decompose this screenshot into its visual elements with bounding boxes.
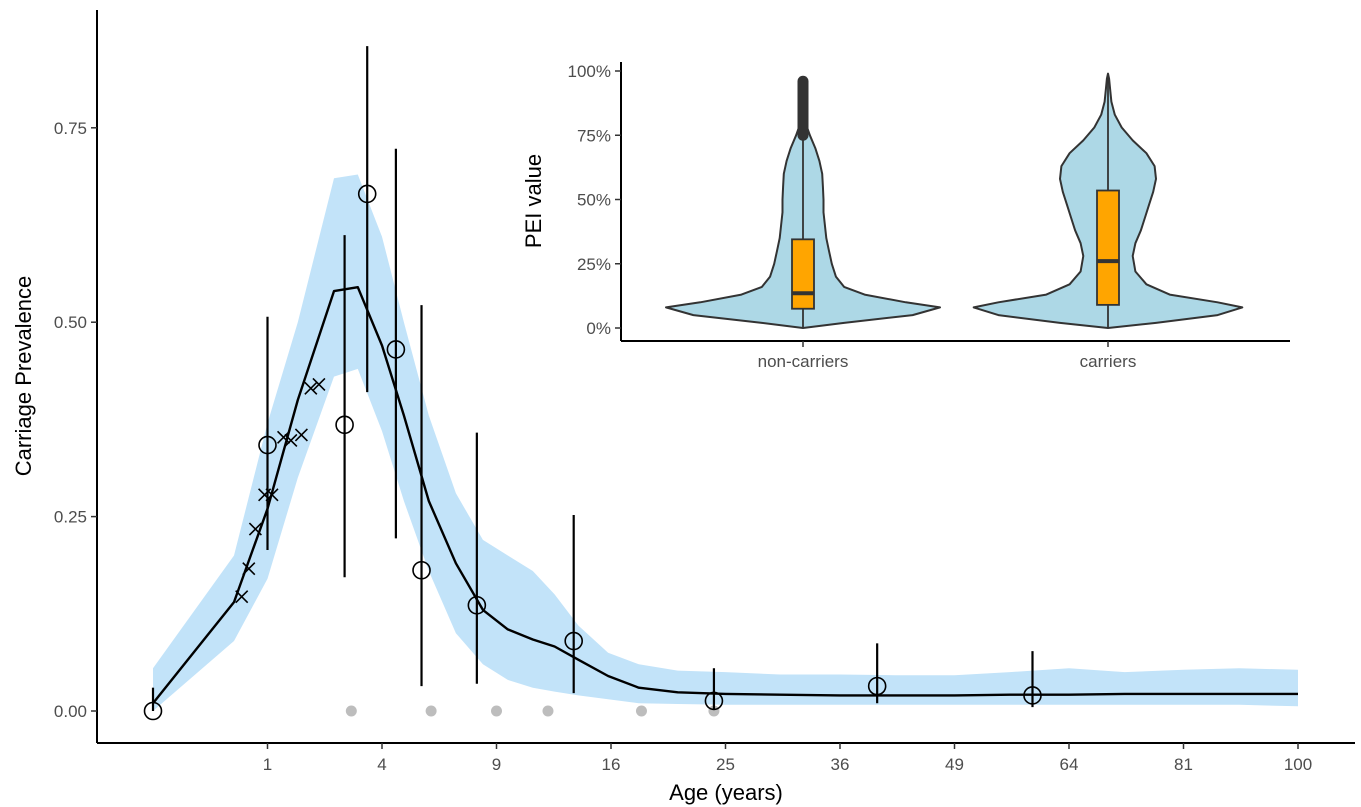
main-axes: 0.000.250.500.751 4 9 16 25 36 49 64 81 100 [54, 10, 1355, 774]
error-bars-layer [151, 46, 1034, 711]
zero-prevalence-point [425, 705, 437, 717]
observed-circle-point [1023, 686, 1042, 705]
observed-cross-point [294, 428, 308, 442]
zero-prevalence-point [345, 705, 357, 717]
ribbon-layer [153, 174, 1298, 711]
inset-y-tick-label: 50% [577, 191, 611, 210]
box-carriers [1096, 189, 1120, 306]
observed-cross-point [304, 381, 318, 395]
x-tick-label: 81 [1174, 755, 1193, 774]
zero-prevalence-point [542, 705, 554, 717]
inset-y-tick-label: 75% [577, 126, 611, 145]
zero-prevalence-point [491, 705, 502, 717]
observed-cross-point [242, 562, 256, 576]
y-axis-title: Carriage Prevalence [11, 276, 36, 477]
observed-cross-point [276, 430, 291, 444]
x-tick-label: 100 [1284, 755, 1312, 774]
inset-axes: 0% 25% 50% 75% 100% non-carriers carriers [568, 62, 1290, 371]
observed-cross-point [248, 522, 262, 536]
violins-layer [665, 72, 1244, 329]
x-axis-title: Age (years) [669, 780, 783, 805]
observed-circle-point [467, 595, 487, 615]
y-tick-label: 0.50 [54, 313, 87, 332]
x-tick-label: 1 [263, 755, 272, 774]
x-tick-label: 36 [831, 755, 850, 774]
x-tick-label: 64 [1060, 755, 1079, 774]
confidence-ribbon [153, 174, 1298, 711]
observed-circle-point [704, 691, 724, 711]
observed-circle-point [258, 435, 277, 455]
y-tick-label: 0.25 [54, 508, 87, 527]
model-fit-line [152, 286, 1298, 704]
observed-circle-point [412, 560, 431, 580]
inset-violin-panel: 0% 25% 50% 75% 100% non-carriers carriers PEI … [521, 62, 1290, 371]
observed-circle-point [143, 701, 163, 721]
observed-cross-point [235, 590, 249, 604]
observed-cross-point [265, 488, 279, 502]
observed-circle-point [386, 340, 406, 359]
box-non-carriers [791, 238, 815, 310]
x-tick-label: 25 [716, 755, 735, 774]
observed-circle-point [564, 631, 583, 651]
x-tick-label: 4 [377, 755, 386, 774]
observed-cross-point [312, 377, 326, 391]
observed-circle-point [335, 415, 354, 435]
inset-y-tick-label: 0% [586, 319, 611, 338]
inset-y-tick-label: 25% [577, 255, 611, 274]
inset-x-tick-label: non-carriers [758, 352, 849, 371]
inset-x-tick-label: carriers [1080, 352, 1137, 371]
zero-points-layer [345, 705, 720, 717]
x-tick-label: 9 [492, 755, 501, 774]
points-layer [143, 184, 1042, 721]
observed-circle-point [867, 676, 887, 696]
x-tick-label: 49 [945, 755, 964, 774]
y-tick-label: 0.00 [54, 702, 87, 721]
inset-y-axis-title: PEI value [521, 154, 546, 248]
inset-y-tick-label: 100% [568, 62, 611, 81]
main-panel: 0.000.250.500.751 4 9 16 25 36 49 64 81 100 Age (… [11, 10, 1355, 805]
model-line-layer [152, 286, 1298, 704]
observed-cross-point [284, 433, 298, 447]
x-tick-label: 16 [602, 755, 621, 774]
y-tick-label: 0.75 [54, 119, 87, 138]
observed-circle-point [357, 184, 377, 204]
zero-prevalence-point [635, 705, 647, 717]
